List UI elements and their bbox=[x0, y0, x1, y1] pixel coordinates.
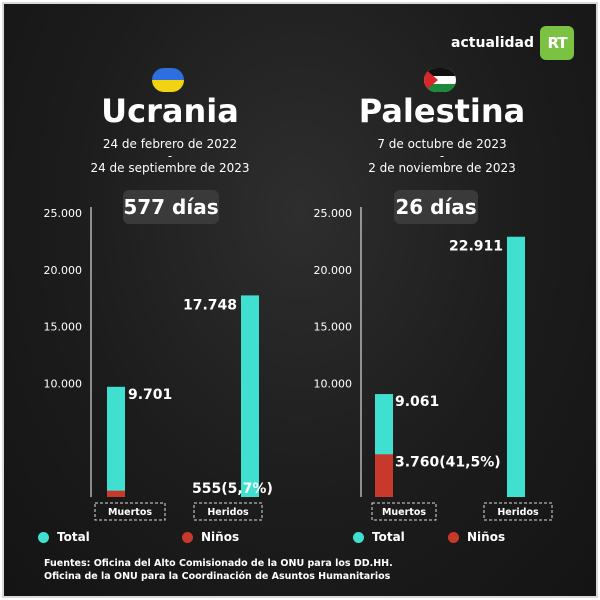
y-tick-label: 15.000 bbox=[44, 321, 83, 334]
bar-ninos-muertos bbox=[107, 490, 125, 497]
y-tick-label: 20.000 bbox=[314, 264, 353, 277]
legend-total-label: Total bbox=[57, 530, 90, 544]
data-label: 9.061 bbox=[395, 394, 439, 410]
legend-ninos-palestine: Niños bbox=[448, 530, 505, 544]
charts-svg: 25.000 20.000 15.000 10.000 Muertos Heridos 9.… bbox=[44, 207, 553, 521]
days-badge-ukraine: 577 días bbox=[123, 190, 219, 224]
legend-total-label: Total bbox=[372, 530, 405, 544]
total-swatch bbox=[38, 531, 49, 543]
data-label: 17.748 bbox=[183, 297, 237, 313]
date-start: 7 de octubre de 2023 bbox=[377, 137, 507, 151]
date-end: 2 de noviembre de 2023 bbox=[368, 161, 516, 175]
palestine-flag-icon bbox=[424, 68, 456, 92]
date-separator: - bbox=[167, 149, 173, 163]
category-box bbox=[193, 502, 263, 521]
data-label: 3.760(41,5%) bbox=[395, 454, 501, 470]
total-swatch bbox=[353, 531, 364, 543]
country-title-ukraine: Ucrania bbox=[101, 92, 239, 130]
source-line-2: Oficina de la ONU para la Coordinación d… bbox=[44, 571, 391, 582]
y-tick-label: 10.000 bbox=[314, 377, 353, 390]
x-category-label: Heridos bbox=[497, 507, 539, 518]
legend-ninos-label: Niños bbox=[201, 530, 240, 544]
legend-ninos-ukraine: Niños bbox=[182, 530, 239, 544]
y-tick-label: 25.000 bbox=[314, 207, 353, 220]
x-category-label: Muertos bbox=[108, 507, 152, 518]
country-title-palestine: Palestina bbox=[358, 92, 526, 130]
source-note: Fuentes: Oficina del Alto Comisionado de… bbox=[44, 557, 393, 583]
data-label: 555(5,7%) bbox=[192, 481, 273, 497]
ninos-swatch bbox=[448, 531, 459, 543]
date-end: 24 de septiembre de 2023 bbox=[90, 161, 250, 175]
category-box bbox=[483, 502, 553, 521]
x-category-label: Heridos bbox=[207, 507, 249, 518]
y-tick-label: 20.000 bbox=[44, 264, 83, 277]
ninos-swatch bbox=[182, 531, 193, 543]
date-start: 24 de febrero de 2022 bbox=[102, 137, 238, 151]
legend-total-palestine: Total bbox=[353, 530, 405, 544]
date-range-palestine: 7 de octubre de 2023 - 2 de noviembre de… bbox=[322, 137, 562, 176]
brand: actualidad RT bbox=[451, 26, 574, 60]
brand-name: actualidad bbox=[451, 35, 534, 51]
legend-total-ukraine: Total bbox=[38, 530, 90, 544]
background bbox=[4, 4, 596, 596]
source-line-1: Fuentes: Oficina del Alto Comisionado de… bbox=[44, 558, 393, 569]
bar-total-muertos bbox=[107, 386, 125, 497]
ukraine-flag-icon bbox=[152, 68, 184, 92]
y-tick-label: 10.000 bbox=[44, 377, 83, 390]
date-range-ukraine: 24 de febrero de 2022 - 24 de septiembre… bbox=[50, 137, 290, 176]
days-badge-palestine: 26 días bbox=[394, 190, 478, 224]
y-tick-label: 25.000 bbox=[44, 207, 83, 220]
y-tick-label: 15.000 bbox=[314, 321, 353, 334]
date-separator: - bbox=[439, 149, 445, 163]
bar-total-heridos bbox=[507, 236, 525, 498]
bar-total-heridos bbox=[241, 295, 259, 497]
legend-ninos-label: Niños bbox=[467, 530, 506, 544]
bar-ninos-muertos bbox=[375, 454, 393, 497]
x-category-label: Muertos bbox=[382, 507, 426, 518]
rt-logo: RT bbox=[540, 26, 574, 60]
data-label: 22.911 bbox=[449, 239, 503, 255]
data-label: 9.701 bbox=[128, 387, 172, 403]
category-box bbox=[371, 502, 437, 521]
category-box bbox=[94, 502, 166, 521]
